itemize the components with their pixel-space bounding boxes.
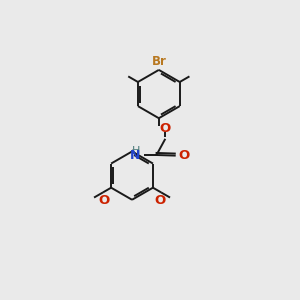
Text: H: H [132,146,140,156]
Text: O: O [155,194,166,207]
Text: N: N [130,149,140,162]
Text: Br: Br [152,55,166,68]
Text: O: O [178,149,190,162]
Text: O: O [160,122,171,135]
Text: O: O [98,194,110,207]
